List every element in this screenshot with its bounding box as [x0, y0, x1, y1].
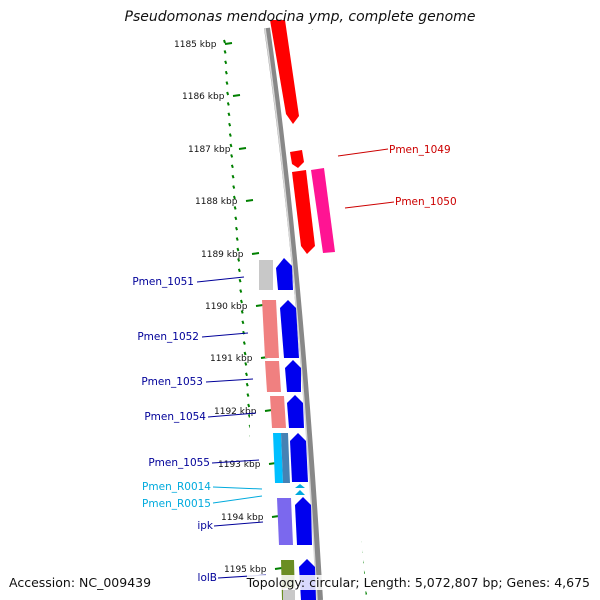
gene-label-pmen_1054[interactable]: Pmen_1054 — [144, 411, 206, 423]
cog-features — [259, 260, 295, 600]
kbp-major-tick — [251, 252, 260, 255]
inner-ring-tick-14 — [232, 185, 236, 189]
kbp-major-tick — [255, 304, 264, 307]
kbp-label: 1185 kbp — [174, 40, 217, 50]
cog-1055b[interactable] — [281, 433, 290, 483]
genome-title: Pseudomonas mendocina ymp, complete geno… — [124, 9, 476, 25]
kbp-label: 1188 kbp — [195, 197, 238, 207]
inner-ring-tick-12 — [230, 164, 234, 169]
reverse-strand-features — [276, 258, 316, 600]
inner-ring-tick-13 — [231, 174, 235, 179]
inner-ring-tick-10 — [229, 143, 233, 148]
kbp-major-tick — [264, 409, 273, 412]
kbp-label: 1189 kbp — [201, 250, 244, 260]
gene-feature-1051-blue[interactable] — [276, 258, 293, 290]
inner-ring-tick-31 — [244, 362, 248, 366]
kbp-label: 1190 kbp — [205, 302, 248, 312]
genome-backbone — [264, 27, 323, 600]
inner-ring-tick-11 — [230, 154, 234, 158]
kbp-label: 1193 kbp — [218, 460, 261, 470]
kbp-label: 1195 kbp — [224, 565, 267, 575]
gene-feature-1050a[interactable] — [292, 170, 315, 254]
gene-feature-1052-blue[interactable] — [280, 300, 299, 358]
kbp-label: 1186 kbp — [182, 92, 225, 102]
inner-ring-tick-26 — [240, 310, 244, 314]
genome-stats-text: Topology: circular; Length: 5,072,807 bp… — [246, 575, 590, 590]
gene-label-pmen_1053[interactable]: Pmen_1053 — [141, 376, 203, 388]
cog-ipk[interactable] — [277, 498, 293, 545]
kbp-label: 1191 kbp — [210, 354, 253, 364]
gene-feature-1055-blue[interactable] — [290, 433, 308, 482]
inner-ring-tick-7 — [227, 112, 231, 117]
inner-ring-tick-23 — [238, 278, 242, 283]
gene-feature-1050b[interactable] — [311, 168, 335, 253]
trna-feature-1[interactable] — [295, 484, 305, 488]
gene-feature-1048[interactable] — [270, 20, 299, 124]
inner-ring-tick-8 — [228, 122, 232, 127]
inner-ring-tick-27 — [241, 320, 245, 325]
cog-1052[interactable] — [262, 300, 279, 358]
kbp-major-tick — [245, 199, 254, 202]
gene-label-pmen_r0015[interactable]: Pmen_R0015 — [142, 498, 211, 510]
cog-1051[interactable] — [259, 260, 273, 290]
kbp-label: 1192 kbp — [214, 407, 257, 417]
inner-ring-tick-16 — [233, 206, 237, 210]
inner-ring-tick-2 — [224, 60, 228, 65]
gene-label-lolb[interactable]: lolB — [198, 572, 217, 584]
gene-label-pmen_1052[interactable]: Pmen_1052 — [137, 331, 199, 343]
inner-ring-tick-32 — [245, 372, 248, 377]
gene-labels: Pmen_1049 Pmen_1050 Pmen_1051 Pmen_1052 Pmen… — [132, 144, 456, 584]
inner-ring-tick-15 — [232, 195, 236, 200]
inner-ring-tick-21 — [237, 258, 241, 262]
cog-1053[interactable] — [265, 361, 281, 392]
inner-ring-tick-20 — [236, 247, 240, 252]
inner-ring-tick-6 — [226, 102, 230, 106]
inner-ring-tick-18 — [235, 226, 238, 231]
cog-1054[interactable] — [270, 396, 286, 428]
kbp-label: 1187 kbp — [188, 145, 231, 155]
forward-strand-features — [270, 20, 335, 254]
inner-ring-tick-35 — [247, 403, 251, 408]
inner-ring-tick-34 — [246, 393, 250, 397]
inner-ring-tick-30 — [243, 351, 247, 356]
inner-ring-tick-1 — [223, 50, 227, 54]
kbp-major-tick — [224, 42, 233, 45]
inner-ring-tick-3 — [224, 70, 228, 75]
gene-label-ipk[interactable]: ipk — [197, 520, 214, 532]
gene-feature-ipk-blue[interactable] — [295, 497, 312, 545]
genome-backbone-highlight — [264, 27, 318, 600]
inner-ring-tick-22 — [237, 268, 241, 273]
kbp-major-tick — [238, 147, 247, 150]
gene-label-pmen_1051[interactable]: Pmen_1051 — [132, 276, 194, 288]
gene-feature-1049[interactable] — [290, 150, 304, 168]
accession-text: Accession: NC_009439 — [9, 575, 152, 590]
inner-ring-tick-17 — [234, 216, 238, 221]
gene-label-pmen_1055[interactable]: Pmen_1055 — [148, 457, 210, 469]
label-leaders — [196, 148, 395, 579]
gene-label-pmen_r0014[interactable]: Pmen_R0014 — [142, 481, 211, 493]
inner-ring-tick-24 — [239, 289, 243, 293]
inner-ring-tick-0 — [223, 39, 226, 44]
inner-ring-tick-36 — [247, 414, 251, 418]
kbp-major-tick — [274, 567, 283, 570]
cog-lolB-grey[interactable] — [283, 588, 295, 600]
gene-label-pmen_1049[interactable]: Pmen_1049 — [389, 144, 451, 156]
trna-feature-2[interactable] — [295, 490, 305, 495]
inner-ring-tick-19 — [235, 237, 239, 241]
inner-ring-tick-4 — [225, 81, 229, 85]
gene-label-pmen_1050[interactable]: Pmen_1050 — [395, 196, 457, 208]
inner-ring-tick-5 — [226, 91, 230, 96]
inner-ring-tick-29 — [242, 341, 246, 345]
gene-feature-1053-blue[interactable] — [285, 360, 301, 392]
cog-1055a[interactable] — [273, 433, 283, 483]
kbp-scale: 1185 kbp 1186 kbp 1187 kbp 1188 kbp 1189 kbp… — [174, 40, 283, 575]
gene-feature-1054-blue[interactable] — [287, 395, 304, 428]
inner-ring-tick-25 — [240, 299, 243, 304]
kbp-major-tick — [232, 94, 241, 97]
inner-ring-tick-33 — [245, 382, 249, 387]
kbp-label: 1194 kbp — [221, 513, 264, 523]
inner-ring-tick-9 — [228, 133, 232, 137]
